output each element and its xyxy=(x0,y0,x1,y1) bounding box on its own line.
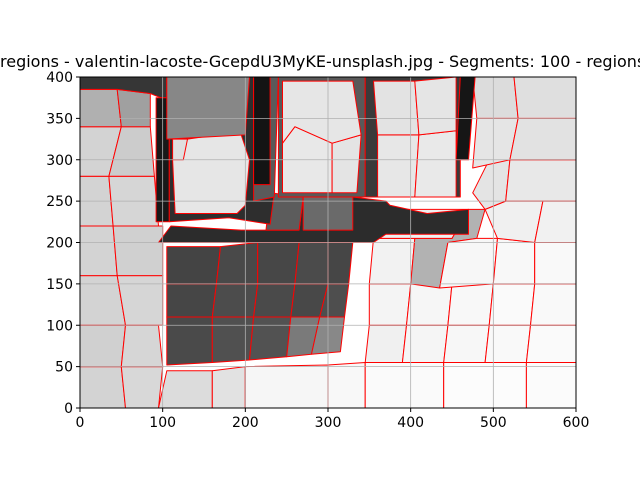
y-tick-label: 400 xyxy=(46,70,73,86)
region-5 xyxy=(116,275,164,326)
region-28 xyxy=(406,283,453,326)
region-2 xyxy=(80,324,126,368)
region-48 xyxy=(249,316,292,361)
y-tick-label: 50 xyxy=(55,360,73,376)
region-73 xyxy=(331,134,362,194)
y-tick-label: 200 xyxy=(46,236,73,252)
region-12 xyxy=(80,88,122,128)
region-58 xyxy=(257,242,300,285)
y-tick-label: 150 xyxy=(46,277,73,293)
y-tick-label: 250 xyxy=(46,194,73,210)
region-16 xyxy=(211,366,246,408)
region-25 xyxy=(484,324,531,363)
region-35 xyxy=(492,237,536,285)
region-76 xyxy=(377,134,420,198)
region-70 xyxy=(253,77,271,186)
chart-title: regions - valentin-lacoste-GcepdU3MyKE-u… xyxy=(0,52,640,71)
region-18 xyxy=(327,362,366,408)
x-tick-label: 0 xyxy=(76,415,85,431)
region-27 xyxy=(368,283,412,326)
region-30 xyxy=(488,283,536,326)
region-60 xyxy=(327,242,354,285)
region-22 xyxy=(364,324,407,363)
region-1 xyxy=(120,366,164,408)
y-tick-label: 350 xyxy=(46,111,73,127)
region-21 xyxy=(525,362,576,408)
region-59 xyxy=(294,242,329,285)
x-tick-label: 200 xyxy=(232,415,259,431)
region-23 xyxy=(401,324,449,363)
region-41 xyxy=(505,159,576,202)
region-53 xyxy=(253,283,296,318)
region-13 xyxy=(116,88,151,128)
region-29 xyxy=(447,283,494,326)
region-68 xyxy=(166,77,250,140)
region-0 xyxy=(80,366,126,408)
region-74 xyxy=(282,80,362,144)
x-axis: 0 100 200 300 400 500 600 xyxy=(76,408,590,431)
region-79 xyxy=(414,77,457,136)
region-51 xyxy=(166,283,217,318)
region-26 xyxy=(525,324,576,363)
region-15 xyxy=(158,370,213,408)
x-tick-label: 400 xyxy=(397,415,424,431)
region-78 xyxy=(373,80,420,136)
region-46 xyxy=(166,316,213,366)
region-52 xyxy=(211,283,259,318)
region-36 xyxy=(534,242,576,285)
region-3 xyxy=(120,324,164,368)
region-31 xyxy=(530,283,576,326)
region-20 xyxy=(443,362,527,408)
y-axis: 0 50 100 150 200 250 300 350 400 xyxy=(46,70,80,417)
region-45 xyxy=(513,77,576,119)
region-7 xyxy=(112,225,164,277)
y-tick-label: 100 xyxy=(46,318,73,334)
region-34 xyxy=(439,237,498,289)
region-32 xyxy=(368,237,416,285)
region-77 xyxy=(414,130,457,198)
region-56 xyxy=(166,246,221,285)
x-tick-label: 500 xyxy=(480,415,507,431)
regions-layer xyxy=(80,77,576,408)
x-tick-label: 600 xyxy=(563,415,590,431)
region-47 xyxy=(211,316,255,363)
region-43 xyxy=(509,117,576,161)
y-tick-label: 300 xyxy=(46,153,73,169)
region-57 xyxy=(215,242,259,285)
y-tick-label: 0 xyxy=(64,401,73,417)
region-24 xyxy=(443,324,490,363)
region-6 xyxy=(80,225,118,277)
x-tick-label: 100 xyxy=(149,415,176,431)
region-17 xyxy=(244,364,329,408)
region-38 xyxy=(484,200,544,243)
region-19 xyxy=(364,362,445,408)
x-tick-label: 300 xyxy=(315,415,342,431)
grid-layer xyxy=(80,77,576,408)
region-44 xyxy=(472,77,519,119)
